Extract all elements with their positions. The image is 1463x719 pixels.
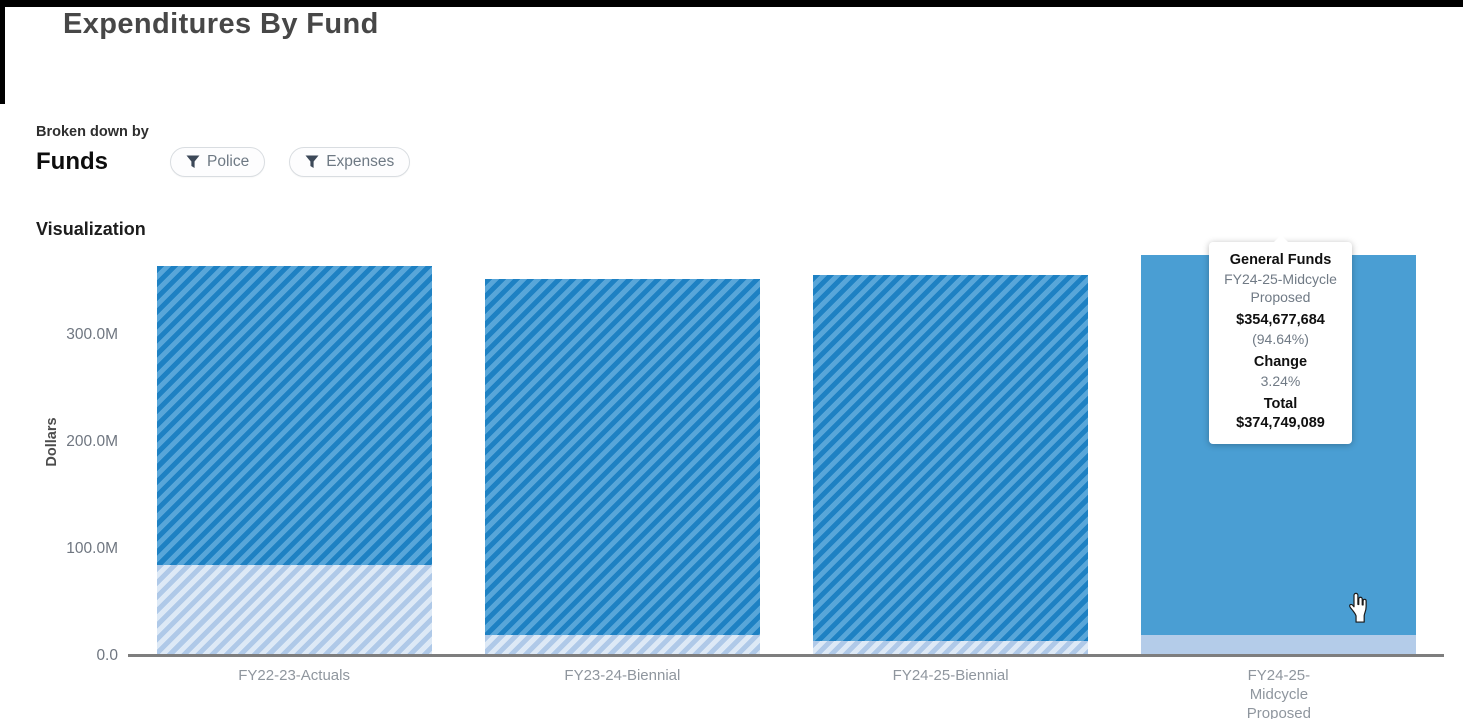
- filter-chip-label: Police: [207, 153, 250, 170]
- bar-slot: [458, 250, 786, 656]
- breakdown-label: Broken down by: [36, 124, 149, 140]
- y-tick-label: 200.0M: [66, 433, 118, 450]
- tooltip-change-value: 3.24%: [1260, 373, 1301, 390]
- x-label-cell: FY23-24-Biennial: [458, 666, 786, 719]
- tooltip-total-value: $374,749,089: [1236, 415, 1325, 432]
- bar-segment[interactable]: [484, 279, 760, 635]
- funnel-icon: [186, 155, 200, 168]
- stacked-bar-fy22-23-actuals[interactable]: [156, 265, 432, 656]
- expenditures-chart: Dollars 0.0 100.0M 200.0M 300.0M FY22-23-Ac…: [0, 235, 1463, 719]
- stacked-bar-fy24-25-midcycle proposed[interactable]: [1141, 255, 1417, 656]
- bar-segment[interactable]: [813, 275, 1089, 641]
- filter-chip-police[interactable]: Police: [170, 147, 266, 177]
- tooltip-caret: [1272, 235, 1289, 244]
- tooltip-category: FY24-25-Midcycle Proposed: [1224, 271, 1337, 306]
- filter-chip-label: Expenses: [326, 153, 395, 170]
- page-title: Expenditures By Fund: [63, 8, 379, 40]
- mouse-cursor-hand-icon: [1349, 592, 1367, 623]
- x-label-cell: FY24-25-Biennial: [787, 666, 1115, 719]
- bar-slot: [787, 250, 1115, 656]
- x-axis-labels: FY22-23-Actuals FY23-24-Biennial FY24-25-B…: [130, 666, 1443, 719]
- y-tick-label: 0.0: [96, 647, 118, 664]
- bar-segment[interactable]: [813, 641, 1089, 656]
- chart-tooltip: General Funds FY24-25-Midcycle Proposed …: [1209, 235, 1352, 445]
- bar-slot: [130, 250, 458, 656]
- y-axis-ticks: 0.0 100.0M 200.0M 300.0M: [0, 250, 118, 664]
- y-tick-label: 100.0M: [66, 540, 118, 557]
- screen-top-black-edge: [0, 0, 1463, 7]
- stacked-bar-fy24-25-biennial[interactable]: [813, 275, 1089, 656]
- x-axis-label: FY22-23-Actuals: [238, 667, 350, 684]
- bar-slot: [1115, 250, 1443, 656]
- tooltip-change-label: Change: [1253, 354, 1308, 371]
- stacked-bar-fy23-24-biennial[interactable]: [484, 279, 760, 656]
- tooltip-percent: (94.64%): [1252, 331, 1309, 348]
- bar-segment[interactable]: [156, 565, 432, 656]
- x-label-cell: FY22-23-Actuals: [130, 666, 458, 719]
- y-tick-label: 300.0M: [66, 326, 118, 343]
- x-axis-label: FY23-24-Biennial: [564, 667, 681, 684]
- filter-chip-expenses[interactable]: Expenses: [289, 147, 411, 177]
- visualization-heading: Visualization: [36, 219, 146, 239]
- plot-area: [130, 250, 1443, 656]
- breakdown-row: Funds Police Expenses: [36, 147, 411, 177]
- x-axis-line: [128, 654, 1444, 657]
- bar-segment[interactable]: [1141, 634, 1417, 656]
- breakdown-value: Funds: [36, 148, 108, 175]
- tooltip-series-name: General Funds: [1229, 252, 1332, 269]
- bar-segment[interactable]: [156, 265, 432, 566]
- tooltip-total-label: Total: [1263, 396, 1298, 413]
- filter-chips: Police Expenses: [170, 147, 411, 177]
- screen-left-black-edge: [0, 0, 5, 104]
- x-axis-label: FY24-25-Biennial: [892, 667, 1009, 684]
- bar-segment[interactable]: [484, 634, 760, 654]
- funnel-icon: [305, 155, 319, 168]
- x-label-cell: FY24-25-Midcycle Proposed: [1115, 666, 1443, 719]
- x-axis-label: FY24-25-Midcycle Proposed: [1246, 667, 1311, 719]
- tooltip-value: $354,677,684: [1236, 312, 1325, 329]
